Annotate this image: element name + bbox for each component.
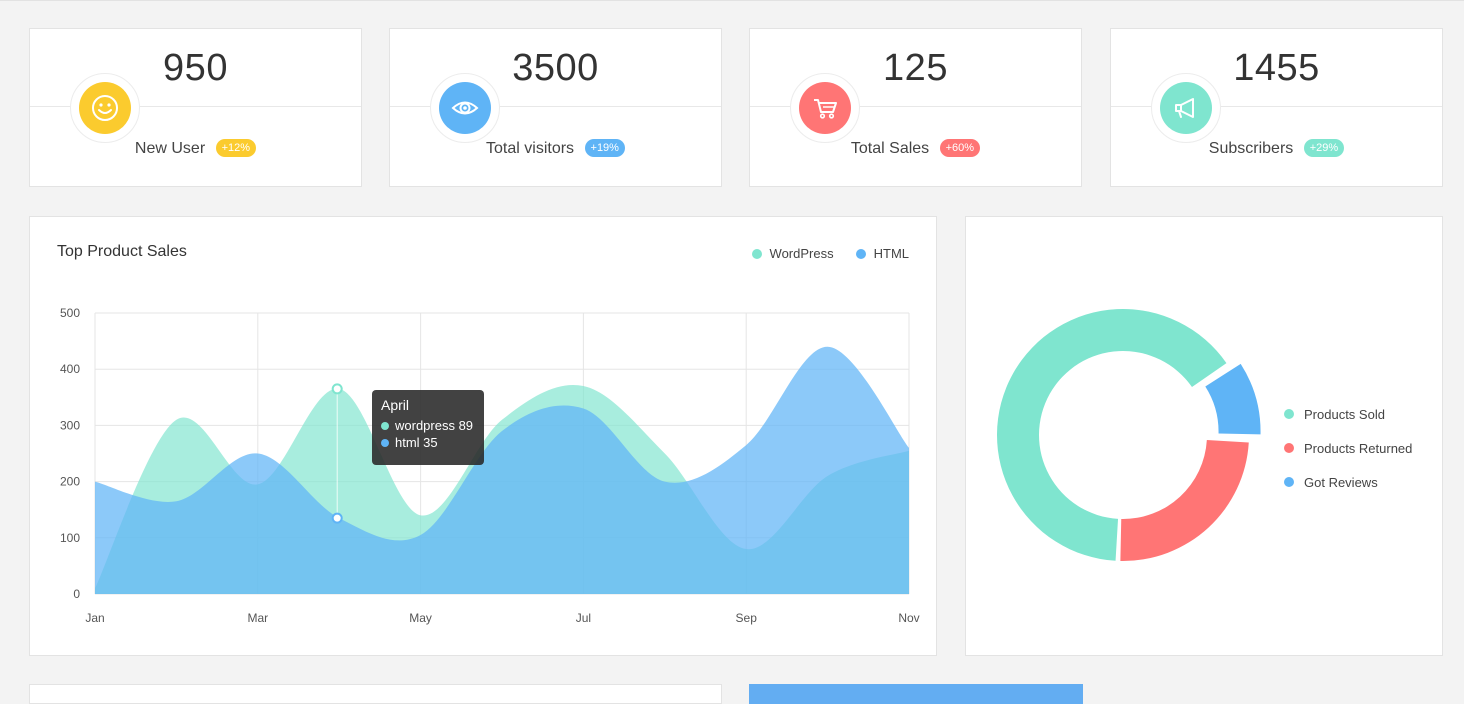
area-chart[interactable]: 0 100 200 300 400 500 Jan Mar May Jul Sep Nov <box>30 217 936 655</box>
stat-label-row: Total Sales +60% <box>750 139 1081 158</box>
hover-point-html <box>331 512 343 524</box>
donut-slice-products-sold[interactable] <box>997 309 1227 561</box>
donut-chart[interactable] <box>966 217 1442 655</box>
legend-item-got-reviews[interactable]: Got Reviews <box>1284 465 1412 499</box>
tooltip-title: April <box>381 397 410 413</box>
stat-label-row: Total visitors +19% <box>390 139 721 158</box>
y-tick-label: 100 <box>60 531 80 545</box>
x-tick-label: Nov <box>898 611 919 625</box>
x-tick-label: Jul <box>576 611 591 625</box>
legend-item-products-sold[interactable]: Products Sold <box>1284 397 1412 431</box>
stat-badge: +60% <box>939 139 981 157</box>
stat-icon-ring <box>70 73 140 143</box>
legend-label: HTML <box>873 246 909 261</box>
tooltip-row-html: html 35 <box>381 435 475 450</box>
x-tick-label: Jan <box>85 611 104 625</box>
y-tick-label: 500 <box>60 306 80 320</box>
legend-dot <box>855 248 866 259</box>
y-tick-label: 0 <box>73 587 80 601</box>
chart-title: Top Product Sales <box>57 243 187 260</box>
y-tick-label: 200 <box>60 475 80 489</box>
stat-icon-ring <box>790 73 860 143</box>
top-product-sales-card: Top Product Sales WordPress HTML 0 100 200… <box>29 216 937 656</box>
top-border <box>0 0 1464 1</box>
stat-card-total-visitors: 3500 Total visitors +19% <box>389 28 722 187</box>
tooltip-row-wordpress: wordpress 89 <box>381 418 475 433</box>
legend-dot <box>1284 443 1294 453</box>
tooltip-text: wordpress 89 <box>395 418 474 433</box>
stat-value: 125 <box>883 47 948 89</box>
x-tick-label: Sep <box>736 611 758 625</box>
card-divider <box>30 106 361 107</box>
stat-icon-ring <box>1151 73 1221 143</box>
card-divider <box>750 106 1081 107</box>
legend-item-html[interactable]: HTML <box>855 246 909 261</box>
stat-label: Subscribers <box>1208 140 1294 157</box>
stat-card-total-sales: 125 Total Sales +60% <box>749 28 1082 187</box>
hover-point-wordpress <box>331 383 343 395</box>
card-divider <box>390 106 721 107</box>
stat-badge: +19% <box>584 139 625 157</box>
megaphone-icon <box>1160 82 1212 134</box>
x-tick-label: May <box>409 611 432 625</box>
stat-value: 3500 <box>512 47 599 89</box>
legend-label: Products Returned <box>1304 440 1413 456</box>
legend-dot <box>1284 409 1294 419</box>
chart-tooltip: April wordpress 89 html 35 <box>372 390 484 465</box>
donut-chart-card: Products Sold Products Returned Got Revi… <box>965 216 1443 656</box>
bottom-right-card <box>749 684 1083 704</box>
chart-legend: WordPress HTML <box>751 246 909 261</box>
stat-card-new-user: 950 New User +12% <box>29 28 362 187</box>
legend-dot <box>1284 477 1294 487</box>
stat-badge: +12% <box>215 139 257 157</box>
donut-slice-got-reviews[interactable] <box>1205 363 1261 435</box>
legend-item-products-returned[interactable]: Products Returned <box>1284 431 1412 465</box>
stat-value: 1455 <box>1233 47 1320 89</box>
tooltip-dot <box>381 421 389 430</box>
legend-label: Got Reviews <box>1304 474 1378 490</box>
stat-label-row: New User +12% <box>30 139 361 158</box>
tooltip-dot <box>381 438 389 447</box>
x-tick-label: Mar <box>247 611 268 625</box>
legend-dot <box>751 248 762 259</box>
donut-legend: Products Sold Products Returned Got Revi… <box>1284 397 1412 499</box>
donut-slice-products-returned[interactable] <box>1120 439 1249 561</box>
smiley-icon <box>79 82 131 134</box>
stat-label: New User <box>134 140 206 157</box>
card-divider <box>1111 106 1442 107</box>
stat-label: Total Sales <box>850 140 930 157</box>
stat-label: Total visitors <box>486 140 575 157</box>
cart-icon <box>799 82 851 134</box>
legend-item-wordpress[interactable]: WordPress <box>751 246 834 261</box>
stat-icon-ring <box>430 73 500 143</box>
stat-value: 950 <box>163 47 228 89</box>
stat-badge: +29% <box>1303 139 1345 157</box>
area-series-html <box>95 346 909 594</box>
stat-card-subscribers: 1455 Subscribers +29% <box>1110 28 1443 187</box>
legend-label: Products Sold <box>1304 406 1385 422</box>
eye-icon <box>439 82 491 134</box>
y-tick-label: 300 <box>60 418 80 432</box>
bottom-left-card <box>29 684 722 704</box>
y-tick-label: 400 <box>60 362 80 376</box>
tooltip-text: html 35 <box>395 435 438 450</box>
legend-label: WordPress <box>769 246 834 261</box>
stat-label-row: Subscribers +29% <box>1111 139 1442 158</box>
